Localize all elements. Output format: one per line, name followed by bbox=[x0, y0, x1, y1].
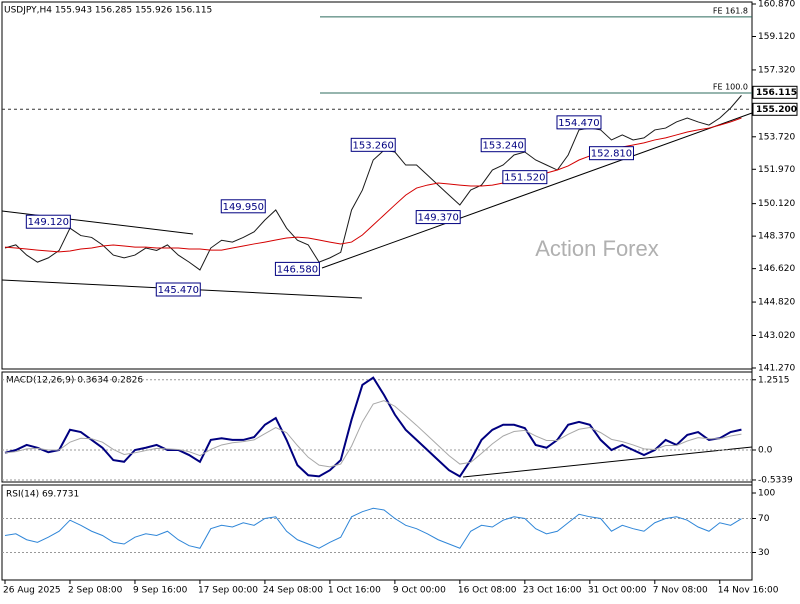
series-line bbox=[4, 95, 742, 271]
price-annotation: 149.370 bbox=[418, 213, 459, 224]
price-annotation: 153.240 bbox=[483, 141, 524, 152]
y-tick-label: 1.2515 bbox=[758, 375, 790, 385]
price-annotation-box bbox=[350, 137, 396, 152]
price-annotation: 149.950 bbox=[223, 202, 264, 213]
fib-label: FE 100.0 bbox=[713, 82, 748, 91]
y-tick-label: 159.120 bbox=[758, 32, 795, 42]
price-annotation-box bbox=[480, 138, 526, 153]
x-tick-label: 1 Oct 16:00 bbox=[328, 586, 381, 596]
price-annotation-box bbox=[415, 210, 461, 225]
y-tick-label: 150.120 bbox=[758, 199, 795, 209]
price-annotation: 152.810 bbox=[591, 149, 632, 160]
price-tag-label: 156.115 bbox=[756, 88, 797, 98]
price-tag bbox=[752, 102, 798, 116]
y-tick-label: 100 bbox=[758, 489, 775, 499]
y-tick-label: 0.0 bbox=[758, 446, 773, 456]
y-tick-label: 151.970 bbox=[758, 165, 795, 175]
macd-trend-line bbox=[462, 446, 753, 478]
y-tick-label: 143.020 bbox=[758, 331, 795, 341]
x-tick-label: 24 Sep 08:00 bbox=[263, 586, 323, 596]
price-annotation-box bbox=[25, 214, 71, 229]
price-annotation: 149.120 bbox=[28, 217, 69, 228]
price-annotation: 153.260 bbox=[353, 140, 394, 151]
x-tick-label: 16 Oct 08:00 bbox=[458, 586, 517, 596]
y-tick-label: 70 bbox=[758, 514, 770, 524]
series-line bbox=[4, 376, 742, 478]
price-annotation-box bbox=[220, 199, 266, 214]
rsi-title: RSI(14) 69.7731 bbox=[6, 490, 79, 500]
price-annotation-box bbox=[556, 115, 602, 130]
price-annotation-box bbox=[588, 146, 634, 161]
price-annotation: 154.470 bbox=[558, 118, 599, 129]
series-line bbox=[4, 507, 742, 549]
watermark: Action Forex bbox=[535, 236, 659, 261]
y-tick-label: -0.5339 bbox=[758, 475, 793, 485]
price-annotation: 145.470 bbox=[158, 285, 199, 296]
x-tick-label: 31 Oct 00:00 bbox=[588, 586, 647, 596]
macd-title: MACD(12,26,9) 0.3634 0.2826 bbox=[6, 376, 143, 386]
price-annotation: 146.580 bbox=[277, 264, 318, 275]
y-tick-label: 157.320 bbox=[758, 65, 795, 75]
x-tick-label: 23 Oct 16:00 bbox=[523, 586, 582, 596]
x-tick-label: 14 Nov 16:00 bbox=[718, 586, 779, 596]
x-tick-label: 2 Sep 08:00 bbox=[68, 586, 123, 596]
x-tick-label: 9 Oct 00:00 bbox=[393, 586, 446, 596]
price-tag-label: 155.200 bbox=[756, 105, 797, 115]
price-annotation: 151.520 bbox=[504, 173, 545, 184]
x-tick-label: 26 Aug 2025 bbox=[3, 586, 61, 596]
series-line bbox=[4, 400, 742, 468]
x-tick-label: 7 Nov 08:00 bbox=[653, 586, 708, 596]
price-annotation-box bbox=[274, 261, 320, 276]
y-tick-label: 148.370 bbox=[758, 232, 795, 242]
y-tick-label: 153.720 bbox=[758, 132, 795, 142]
price-annotation-box bbox=[155, 282, 201, 297]
y-tick-label: 144.820 bbox=[758, 298, 795, 308]
price-tag bbox=[752, 85, 798, 99]
y-tick-label: 30 bbox=[758, 548, 770, 558]
y-tick-label: 146.620 bbox=[758, 264, 795, 274]
price-annotation-box bbox=[502, 170, 548, 185]
y-tick-label: 141.270 bbox=[758, 364, 795, 374]
x-tick-label: 9 Sep 16:00 bbox=[133, 586, 188, 596]
y-tick-label: 160.870 bbox=[758, 0, 795, 10]
fib-label: FE 161.8 bbox=[713, 6, 748, 15]
x-tick-label: 17 Sep 00:00 bbox=[198, 586, 258, 596]
chart-title: USDJPY,H4 155.943 156.285 155.926 156.11… bbox=[4, 6, 212, 16]
trend-line bbox=[321, 112, 753, 269]
